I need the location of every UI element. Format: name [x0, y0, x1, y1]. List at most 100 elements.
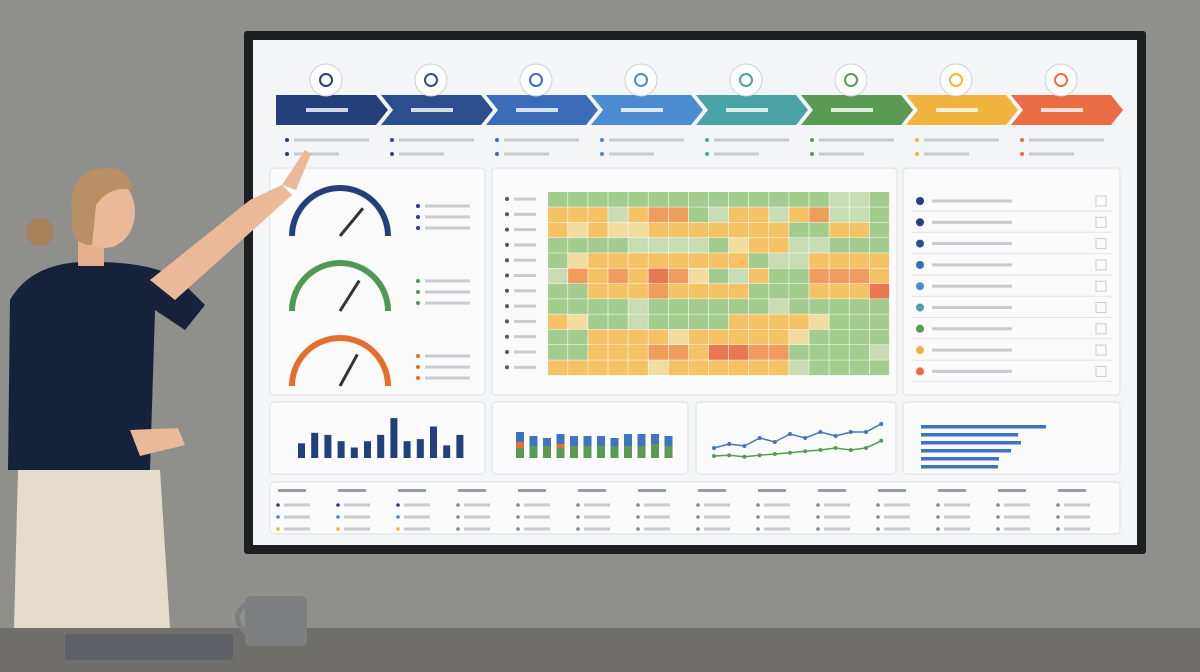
placeholder — [425, 226, 470, 230]
heat-cell — [809, 253, 829, 268]
heat-cell — [548, 299, 568, 314]
heat-cell — [548, 360, 568, 376]
step-icon-glyph — [739, 73, 753, 87]
placeholder — [932, 369, 1012, 373]
heat-cell — [568, 268, 588, 284]
point — [864, 446, 868, 450]
table-bullet — [516, 527, 520, 531]
heat-cell — [668, 207, 689, 223]
heat-cell — [809, 299, 829, 314]
point — [742, 444, 747, 448]
bar — [350, 447, 358, 458]
placeholder — [704, 527, 730, 531]
heat-cell — [568, 192, 588, 207]
heat-cell — [588, 268, 608, 284]
heat-cell — [749, 329, 769, 345]
heat-cell — [829, 192, 849, 207]
placeholder — [464, 515, 490, 519]
placeholder — [584, 503, 610, 507]
point — [788, 432, 792, 436]
heat-cell — [548, 314, 568, 330]
bullet — [285, 138, 289, 142]
stack-segment — [664, 436, 673, 446]
step-icon-glyph — [949, 73, 963, 87]
heat-cell — [829, 268, 849, 284]
placeholder — [704, 503, 730, 507]
person — [8, 150, 311, 628]
heat-cell — [628, 268, 648, 284]
heat-cell — [688, 237, 709, 253]
placeholder — [924, 138, 999, 142]
heat-cell — [809, 222, 829, 238]
row-bullet — [505, 258, 509, 263]
step-label — [516, 108, 558, 112]
step-icon — [309, 63, 343, 97]
table-bullet — [816, 515, 820, 519]
placeholder — [514, 350, 536, 354]
placeholder — [884, 527, 910, 531]
table-bullet — [1056, 527, 1060, 531]
heat-cell — [608, 314, 628, 330]
heat-cell — [789, 345, 809, 360]
row-bullet — [505, 365, 509, 370]
placeholder — [944, 527, 970, 531]
heat-cell — [588, 360, 608, 376]
table-header — [818, 489, 846, 492]
bullet — [495, 152, 499, 156]
heat-cell — [588, 314, 608, 330]
heat-cell — [728, 237, 749, 253]
heat-cell — [628, 329, 648, 345]
list-toggle — [1095, 323, 1107, 335]
gauge-arc — [289, 260, 391, 312]
heat-cell — [809, 329, 829, 345]
placeholder — [514, 274, 536, 277]
placeholder — [924, 152, 969, 156]
stack-segment — [543, 446, 551, 458]
placeholder — [514, 212, 536, 216]
bullet — [390, 138, 394, 142]
gauge-arc — [289, 335, 391, 387]
heat-cell — [728, 207, 749, 223]
stack-segment — [516, 442, 524, 448]
row-bullet — [505, 334, 509, 339]
point — [772, 440, 777, 444]
heat-cell — [769, 329, 789, 345]
heat-cell — [789, 268, 809, 284]
bar — [337, 441, 345, 458]
heat-cell — [668, 237, 689, 253]
step-icon-glyph — [319, 73, 333, 87]
placeholder — [514, 258, 536, 262]
heat-cell — [809, 237, 829, 253]
heat-cell — [849, 314, 869, 330]
placeholder — [819, 152, 864, 156]
heat-cell — [829, 345, 849, 360]
placeholder — [344, 503, 370, 507]
placeholder — [644, 503, 670, 507]
heat-cell — [829, 329, 849, 345]
line — [713, 423, 882, 449]
heat-cell — [849, 222, 869, 238]
row-bullet — [505, 227, 509, 232]
heat-cell — [688, 314, 709, 330]
stack-segment — [624, 446, 632, 458]
table-bullet — [636, 527, 640, 531]
row-bullet — [505, 304, 509, 309]
heat-cell — [849, 329, 869, 345]
heat-cell — [749, 253, 769, 268]
bar — [311, 432, 319, 458]
placeholder — [764, 527, 790, 531]
heat-cell — [628, 283, 648, 299]
heat-cell — [789, 237, 809, 253]
heat-cell — [829, 360, 849, 376]
heat-cell — [688, 222, 709, 238]
row-bullet — [505, 273, 509, 278]
heat-cell — [628, 314, 648, 330]
heat-cell — [728, 329, 749, 345]
heat-cell — [668, 314, 689, 330]
heat-cell — [688, 268, 709, 284]
placeholder — [284, 527, 310, 531]
placeholder — [932, 348, 1012, 352]
gauge-arc — [289, 185, 391, 237]
table-header — [578, 489, 606, 492]
heat-cell — [769, 192, 789, 207]
